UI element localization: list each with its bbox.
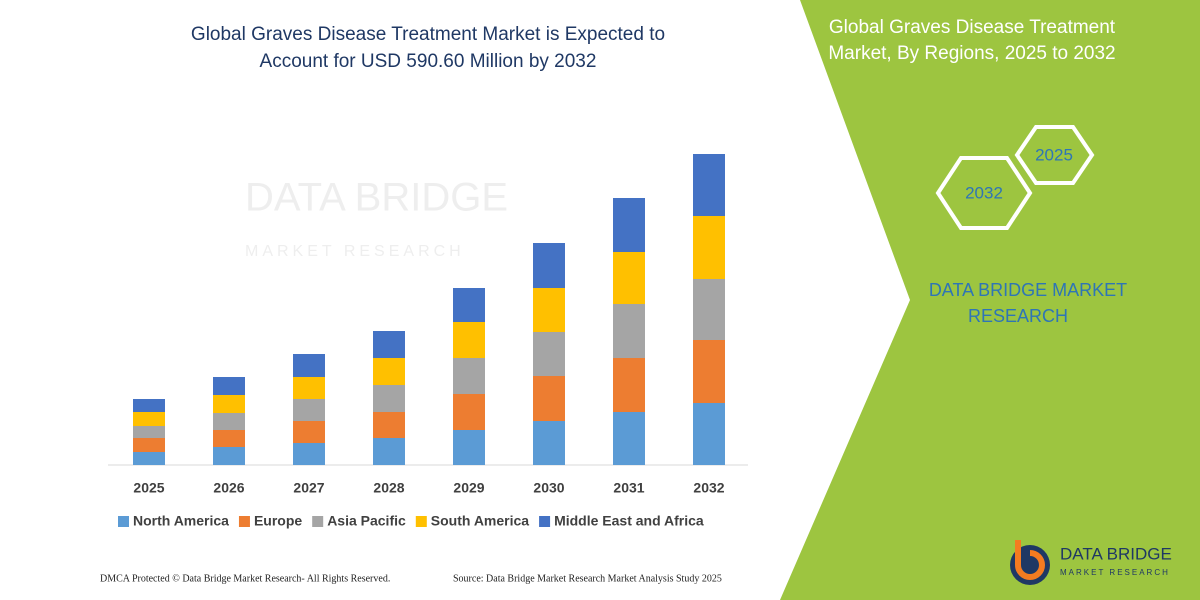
bar-segment [373,385,405,412]
logo-text: MARKET RESEARCH [1060,568,1170,577]
bar-segment [613,198,645,252]
x-tick-label: 2026 [213,480,244,496]
bar-segment [613,358,645,412]
bar-segment [533,421,565,465]
x-tick-label: 2030 [533,480,564,496]
bar-segment [693,340,725,403]
legend-label: Asia Pacific [327,513,406,529]
legend-label: Europe [254,513,302,529]
source: Source: Data Bridge Market Research Mark… [453,573,722,584]
bar-segment [213,447,245,465]
legend-swatch [238,516,250,527]
bar-segment [133,452,165,465]
side-title: Market, By Regions, 2025 to 2032 [828,43,1115,64]
legend-swatch [539,516,551,527]
brand-text: DATA BRIDGE MARKET [929,280,1127,300]
bar-segment [373,412,405,438]
bar-segment [693,403,725,465]
hexagon [1014,125,1095,185]
bar-segment [453,394,485,430]
side-title: Global Graves Disease Treatment [829,17,1116,38]
legend-label: South America [431,513,529,529]
bar-segment [613,252,645,304]
bar-segment [133,426,165,438]
x-tick-label: 2029 [453,480,484,496]
bar-segment [533,288,565,332]
bar-segment [213,413,245,430]
hexagon-label: 2032 [965,183,1003,202]
bar-segment [213,395,245,413]
bar-segment [453,430,485,465]
x-tick-label: 2031 [613,480,644,496]
side-panel [780,0,1200,600]
bar-segment [293,443,325,465]
x-tick-label: 2028 [373,480,404,496]
watermark: DATA BRIDGE [245,176,508,220]
bar-segment [693,154,725,216]
brand-text: RESEARCH [968,306,1068,326]
bar-segment [693,279,725,340]
bar-segment [213,430,245,447]
bar-segment [133,412,165,426]
bar-segment [693,216,725,279]
x-tick-label: 2025 [133,480,164,496]
bar-segment [613,412,645,465]
footer: DMCA Protected © Data Bridge Market Rese… [100,573,390,584]
bar-segment [293,377,325,399]
bar-segment [293,421,325,443]
chart-title: Account for USD 590.60 Million by 2032 [260,51,597,72]
legend-swatch [118,516,129,527]
bar-segment [453,358,485,394]
bar-segment [453,322,485,358]
bar-segment [373,331,405,358]
watermark: MARKET RESEARCH [245,243,465,260]
x-tick-label: 2032 [693,480,724,496]
bar-segment [373,438,405,465]
hexagon-label: 2025 [1035,145,1073,164]
legend-label: Middle East and Africa [554,513,704,529]
bar-segment [613,304,645,358]
bar-segment [453,288,485,322]
bar-segment [533,332,565,376]
bar-segment [373,358,405,385]
x-tick-label: 2027 [293,480,324,496]
bar-segment [213,377,245,395]
legend-swatch [312,516,324,527]
legend-swatch [415,516,427,527]
bar-segment [293,354,325,377]
bar-segment [293,399,325,421]
logo-icon [1015,540,1045,580]
logo-text: DATA BRIDGE [1060,544,1172,563]
chart-title: Global Graves Disease Treatment Market i… [191,24,665,45]
legend-label: North America [133,513,229,529]
bar-segment [533,376,565,421]
bar-segment [533,243,565,288]
bar-segment [133,438,165,452]
bar-segment [133,399,165,412]
hexagon [935,156,1033,230]
